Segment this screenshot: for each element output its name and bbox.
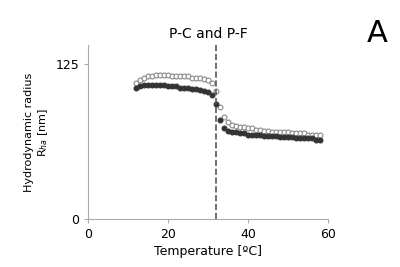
- Text: A: A: [367, 19, 388, 48]
- X-axis label: Temperature [ºC]: Temperature [ºC]: [154, 245, 262, 258]
- Y-axis label: Hydrodynamic radius
R$_{ha}$ [nm]: Hydrodynamic radius R$_{ha}$ [nm]: [24, 73, 50, 192]
- Title: P-C and P-F: P-C and P-F: [169, 28, 247, 41]
